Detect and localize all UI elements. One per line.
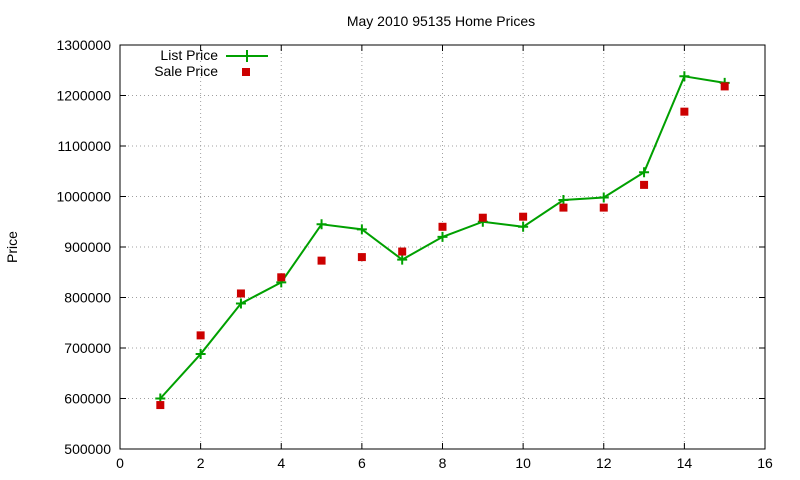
y-tick-label: 1200000 [56, 88, 111, 104]
data-point [357, 253, 366, 262]
data-point [397, 254, 408, 265]
y-tick-label: 800000 [64, 290, 111, 306]
data-point [317, 256, 326, 265]
y-tick-label: 600000 [64, 391, 111, 407]
data-point [679, 71, 690, 82]
data-point [558, 195, 569, 206]
x-tick-label: 4 [277, 455, 285, 471]
data-point [518, 221, 529, 232]
x-tick-label: 10 [515, 455, 531, 471]
legend-marker-list-price [241, 50, 253, 62]
legend-label-sale-price: Sale Price [154, 63, 218, 79]
data-point [316, 219, 327, 230]
x-tick-label: 8 [439, 455, 447, 471]
y-tick-label: 900000 [64, 239, 111, 255]
data-point [478, 213, 487, 222]
data-point [639, 167, 650, 178]
data-point [559, 203, 568, 212]
data-point [720, 82, 729, 91]
data-point [438, 222, 447, 231]
axis-ticks: 0 2 4 6 8 10 12 14 16 500000 600000 700000 800000 900… [56, 37, 773, 471]
data-point [640, 180, 649, 189]
series-sale-price [156, 82, 729, 410]
x-tick-label: 12 [596, 455, 612, 471]
data-point [277, 273, 286, 282]
series-group [155, 71, 730, 410]
data-point [598, 192, 609, 203]
x-tick-label: 16 [757, 455, 773, 471]
x-tick-label: 2 [197, 455, 205, 471]
y-tick-label: 1000000 [56, 189, 111, 205]
legend: List Price Sale Price [154, 47, 268, 79]
data-point [398, 247, 407, 256]
grid [120, 45, 765, 449]
data-point [519, 212, 528, 221]
legend-marker-sale-price [242, 68, 250, 76]
x-tick-label: 0 [116, 455, 124, 471]
data-point [196, 331, 205, 340]
legend-label-list-price: List Price [160, 47, 218, 63]
y-axis-label: Price [4, 231, 20, 263]
data-point [236, 289, 245, 298]
data-point [356, 224, 367, 235]
x-tick-label: 14 [677, 455, 693, 471]
x-tick-label: 6 [358, 455, 366, 471]
data-point [235, 298, 246, 309]
series-list-price [155, 71, 730, 404]
y-tick-label: 1100000 [58, 138, 112, 154]
data-point [437, 231, 448, 242]
data-point [195, 349, 206, 360]
y-tick-label: 1300000 [56, 37, 111, 53]
data-point [156, 401, 165, 410]
y-tick-label: 700000 [64, 340, 111, 356]
data-point [599, 203, 608, 212]
data-point [680, 107, 689, 116]
y-tick-label: 500000 [64, 441, 111, 457]
chart-title: May 2010 95135 Home Prices [347, 13, 535, 29]
